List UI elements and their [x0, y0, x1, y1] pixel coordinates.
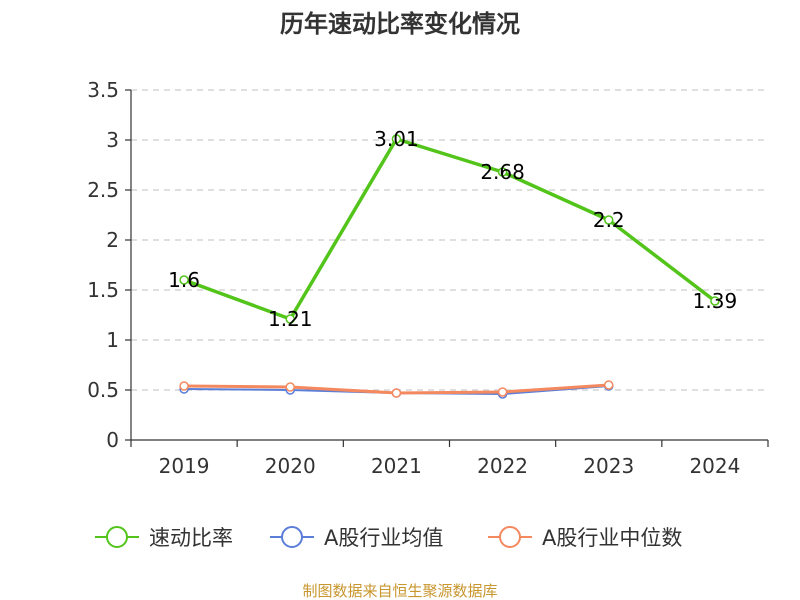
x-tick-label: 2024	[689, 454, 740, 478]
data-label: 1.39	[693, 289, 738, 313]
legend-circle-icon	[106, 526, 128, 548]
series-line-0	[183, 137, 716, 321]
y-tick-label: 3	[106, 128, 119, 152]
y-tick-label: 2.5	[87, 178, 119, 202]
data-point-series-0[interactable]	[497, 167, 508, 177]
y-tick-label: 3.5	[87, 78, 119, 102]
axes: 0 0.5 1 1.5 2 2.5 3 3.5 2019 2020 2021 2022 2023 2024	[87, 78, 769, 478]
data-point-series-0[interactable]	[710, 296, 720, 306]
legend-item-1[interactable]: A股行业均值	[270, 526, 443, 550]
y-tick-label: 0.5	[87, 378, 119, 402]
x-tick-label: 2022	[477, 454, 528, 478]
chart-title: 历年速动比率变化情况	[280, 10, 520, 38]
x-tick-label: 2023	[583, 454, 634, 478]
series-lines	[179, 134, 720, 399]
x-tick-label: 2021	[371, 454, 422, 478]
legend-label: A股行业中位数	[542, 526, 682, 550]
y-tick-label: 2	[106, 228, 119, 252]
data-point-series-2[interactable]	[179, 381, 189, 391]
data-label: 2.2	[593, 208, 625, 232]
data-point-series-0[interactable]	[285, 314, 295, 324]
legend-label: A股行业均值	[324, 526, 443, 550]
legend-item-2[interactable]: A股行业中位数	[488, 526, 682, 550]
source-note: 制图数据来自恒生聚源数据库	[302, 582, 497, 600]
data-label: 1.6	[168, 268, 200, 292]
data-point-series-2[interactable]	[497, 387, 508, 397]
data-label: 1.21	[268, 307, 313, 331]
data-point-series-0[interactable]	[179, 275, 189, 285]
data-labels: 1.6 1.21 3.01 2.68 2.2 1.39	[168, 127, 737, 331]
y-tick-label: 1.5	[87, 278, 119, 302]
data-point-series-0[interactable]	[604, 215, 614, 225]
y-tick-label: 0	[106, 428, 119, 452]
legend-circle-icon	[499, 526, 521, 548]
x-tick-label: 2019	[159, 454, 210, 478]
legend-item-0[interactable]: 速动比率	[95, 526, 233, 550]
data-point-series-2[interactable]	[604, 380, 614, 390]
legend-circle-icon	[281, 526, 303, 548]
data-point-series-2[interactable]	[285, 382, 295, 392]
data-label: 2.68	[480, 160, 525, 184]
x-tick-label: 2020	[265, 454, 316, 478]
y-tick-label: 1	[106, 328, 119, 352]
data-point-series-2[interactable]	[391, 388, 402, 398]
legend[interactable]: 速动比率 A股行业均值 A股行业中位数	[95, 526, 682, 550]
grid-lines	[131, 89, 768, 391]
data-point-series-0[interactable]	[391, 134, 402, 144]
data-label: 3.01	[374, 127, 419, 151]
legend-label: 速动比率	[149, 526, 233, 550]
